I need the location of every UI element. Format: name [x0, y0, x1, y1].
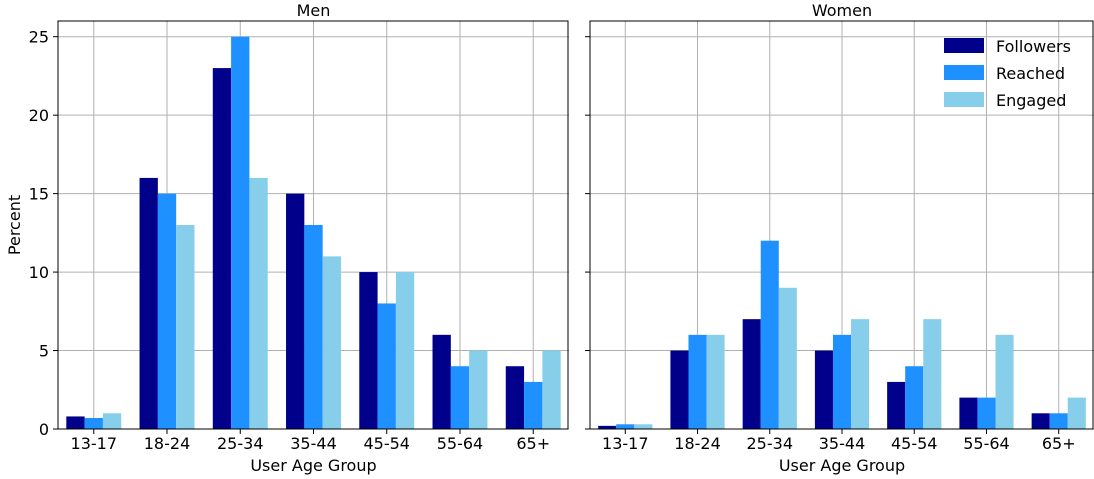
- y-tick-label: 25: [29, 28, 49, 47]
- bar-engaged-18-24: [706, 334, 725, 429]
- legend-label-reached: Reached: [996, 64, 1065, 83]
- bar-reached-13-17: [616, 424, 635, 429]
- bar-followers-18-24: [139, 177, 158, 429]
- bar-followers-35-44: [286, 193, 305, 429]
- bar-engaged-45-54: [395, 272, 415, 429]
- y-tick-label: 0: [39, 420, 49, 439]
- x-tick-label: 45-54: [363, 434, 410, 453]
- bar-reached-13-17: [84, 418, 103, 429]
- legend-label-engaged: Engaged: [996, 91, 1066, 110]
- bar-reached-55-64: [977, 397, 996, 429]
- x-tick-label: 45-54: [891, 434, 938, 453]
- panel-title: Men: [297, 1, 331, 20]
- bar-engaged-25-34: [778, 287, 797, 429]
- bar-engaged-65+: [1067, 397, 1086, 429]
- x-tick-label: 13-17: [71, 434, 118, 453]
- bar-engaged-35-44: [851, 319, 870, 429]
- x-tick-label: 18-24: [674, 434, 721, 453]
- y-axis-label: Percent: [5, 195, 24, 255]
- x-tick-label: 25-34: [747, 434, 794, 453]
- legend-label-followers: Followers: [996, 37, 1071, 56]
- chart-panel-men: 13-17 18-24 25-34 35-44 45-54 55-64 65+ 0 5 10 15 2…: [29, 1, 569, 475]
- bar-engaged-45-54: [923, 319, 942, 429]
- bar-followers-45-54: [359, 272, 378, 429]
- legend-swatch-engaged: [944, 92, 984, 107]
- panel-title: Women: [812, 1, 872, 20]
- x-tick-label: 55-64: [963, 434, 1010, 453]
- x-tick-label: 55-64: [437, 434, 484, 453]
- bar-followers-13-17: [598, 425, 617, 429]
- legend: Followers Reached Engaged: [944, 37, 1071, 110]
- bar-reached-25-34: [760, 240, 779, 429]
- x-tick-label: 65+: [1042, 434, 1076, 453]
- bar-engaged-65+: [542, 350, 561, 429]
- x-axis-label: User Age Group: [250, 456, 376, 475]
- bar-engaged-55-64: [995, 334, 1014, 429]
- x-tick-label: 35-44: [819, 434, 866, 453]
- bar-followers-55-64: [959, 397, 978, 429]
- bar-engaged-13-17: [634, 424, 653, 429]
- bar-reached-65+: [1049, 413, 1068, 429]
- bar-engaged-25-34: [249, 177, 268, 429]
- bar-reached-45-54: [377, 303, 396, 429]
- y-tick-label: 15: [29, 185, 49, 204]
- bar-followers-35-44: [814, 350, 833, 429]
- y-tick-label: 20: [29, 106, 49, 125]
- x-axis-label: User Age Group: [779, 456, 905, 475]
- bar-followers-45-54: [887, 381, 906, 429]
- bar-reached-35-44: [832, 334, 852, 429]
- bar-engaged-13-17: [102, 413, 122, 429]
- bar-reached-45-54: [905, 366, 924, 429]
- bar-reached-18-24: [688, 334, 707, 429]
- bar-followers-55-64: [432, 334, 451, 429]
- x-tick-label: 13-17: [602, 434, 649, 453]
- x-tick-label: 35-44: [290, 434, 337, 453]
- bar-followers-65+: [1031, 413, 1050, 429]
- bar-followers-25-34: [742, 319, 761, 429]
- bar-followers-65+: [505, 366, 525, 429]
- bar-reached-18-24: [157, 193, 177, 429]
- bar-reached-25-34: [231, 36, 250, 429]
- chart-panel-women: 13-17 18-24 25-34 35-44 45-54 55-64 65+ Women Us…: [585, 1, 1094, 475]
- x-tick-label: 65+: [516, 434, 550, 453]
- bar-followers-18-24: [670, 350, 689, 429]
- bar-reached-65+: [524, 381, 543, 429]
- bar-followers-25-34: [212, 68, 232, 430]
- bar-engaged-55-64: [469, 350, 488, 429]
- legend-swatch-followers: [944, 38, 984, 53]
- y-tick-label: 10: [29, 263, 49, 282]
- bar-engaged-18-24: [176, 225, 195, 429]
- legend-swatch-reached: [944, 65, 984, 80]
- x-tick-label: 25-34: [217, 434, 264, 453]
- bar-followers-13-17: [66, 416, 85, 429]
- bar-reached-35-44: [304, 225, 323, 429]
- x-tick-label: 18-24: [144, 434, 191, 453]
- bar-reached-55-64: [450, 366, 470, 429]
- bar-engaged-35-44: [322, 256, 341, 429]
- y-tick-label: 5: [39, 342, 49, 361]
